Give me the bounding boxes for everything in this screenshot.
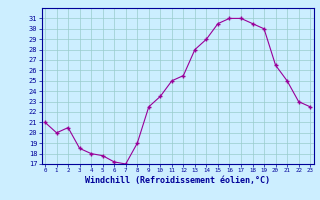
X-axis label: Windchill (Refroidissement éolien,°C): Windchill (Refroidissement éolien,°C) — [85, 176, 270, 185]
